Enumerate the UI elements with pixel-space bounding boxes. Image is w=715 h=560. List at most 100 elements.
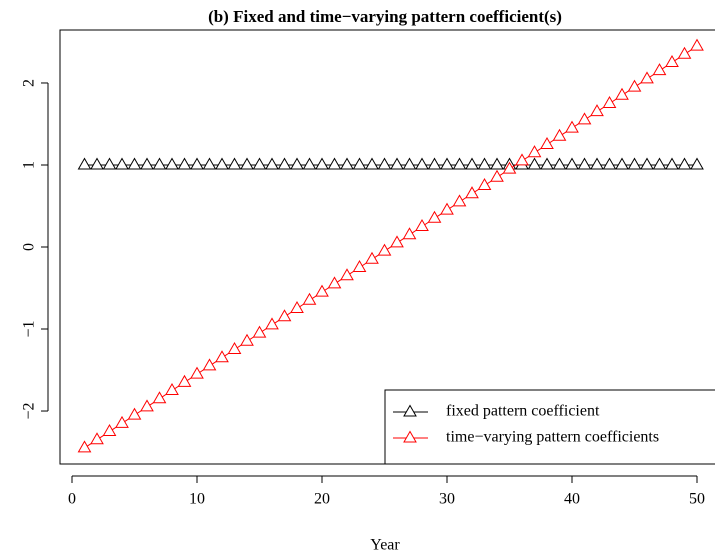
data-point [265,317,279,330]
data-point [590,157,604,170]
data-point [340,268,354,281]
data-point [202,358,217,371]
data-point [402,227,417,240]
data-point [415,218,429,231]
x-tick-label: 50 [689,491,705,508]
data-point [252,157,267,170]
data-point [627,157,642,170]
y-tick-label: 1 [21,161,38,169]
x-axis-label: Year [370,537,400,554]
data-point [652,157,667,170]
data-point [640,71,654,84]
data-point [115,157,129,170]
chart-title: (b) Fixed and time−varying pattern coeff… [208,7,562,26]
data-point [665,157,679,170]
data-point [465,186,479,199]
x-tick-label: 10 [189,491,205,508]
data-point [602,95,617,108]
data-point [240,333,254,346]
legend-marker [403,430,417,443]
data-point [252,325,267,338]
data-point [565,120,579,133]
data-point [515,153,529,166]
data-point [77,157,92,170]
data-point [377,243,392,256]
x-tick-label: 30 [439,491,455,508]
data-point [502,161,517,174]
data-point [277,157,292,170]
data-point [352,157,367,170]
data-point [402,157,417,170]
data-point [290,301,304,314]
data-point [690,157,704,170]
x-tick-label: 20 [314,491,330,508]
data-point [165,157,179,170]
data-point [340,157,354,170]
data-point [277,309,292,322]
data-point [177,157,192,170]
data-point [215,350,229,363]
data-point [452,194,467,207]
data-point [227,342,242,355]
data-point [102,157,117,170]
y-tick-label: 2 [21,79,38,87]
data-point [327,276,342,289]
data-point [677,157,692,170]
data-point [190,157,204,170]
data-point [552,157,567,170]
y-tick-label: −2 [21,403,38,420]
data-point [602,157,617,170]
data-point [440,202,454,215]
data-point [565,157,579,170]
data-point [477,157,492,170]
data-point [677,46,692,59]
data-point [315,284,329,297]
data-point [227,157,242,170]
data-point [490,169,504,182]
legend-box [384,389,715,465]
data-point [640,157,654,170]
legend: fixed pattern coefficient time−varying pa… [384,389,715,465]
x-tick-label: 0 [68,491,76,508]
data-point [152,157,167,170]
data-point [365,251,379,264]
data-point [165,383,179,396]
data-point [452,157,467,170]
data-point [127,157,142,170]
data-point [115,415,129,428]
data-point [240,157,254,170]
data-point [90,157,104,170]
legend-label: time−varying pattern coefficients [446,429,659,446]
data-point [127,407,142,420]
data-point [90,432,104,445]
x-tick-label: 40 [564,491,580,508]
data-point [302,292,317,305]
data-point [552,128,567,141]
data-point [440,157,454,170]
data-point [577,112,592,125]
data-point [615,87,629,100]
data-point [465,157,479,170]
data-point [427,157,442,170]
data-point [202,157,217,170]
data-point [77,440,92,453]
data-point [352,259,367,273]
data-point [615,157,629,170]
data-point [390,157,404,170]
data-point [590,104,604,117]
y-tick-label: 0 [21,243,38,251]
data-point [152,391,167,404]
data-point [477,177,492,190]
data-point [540,157,554,170]
data-point [527,145,542,158]
data-point [302,157,317,170]
data-point [540,136,554,149]
data-point [377,157,392,170]
data-point [190,366,204,379]
data-point [327,157,342,170]
data-point [215,157,229,170]
data-point [365,157,379,170]
y-tick-label: −1 [21,320,38,337]
legend-label: fixed pattern coefficient [446,403,600,420]
